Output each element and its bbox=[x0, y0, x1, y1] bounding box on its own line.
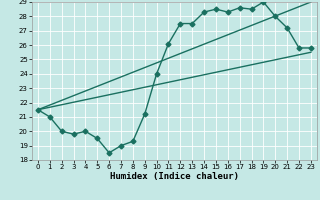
X-axis label: Humidex (Indice chaleur): Humidex (Indice chaleur) bbox=[110, 172, 239, 181]
